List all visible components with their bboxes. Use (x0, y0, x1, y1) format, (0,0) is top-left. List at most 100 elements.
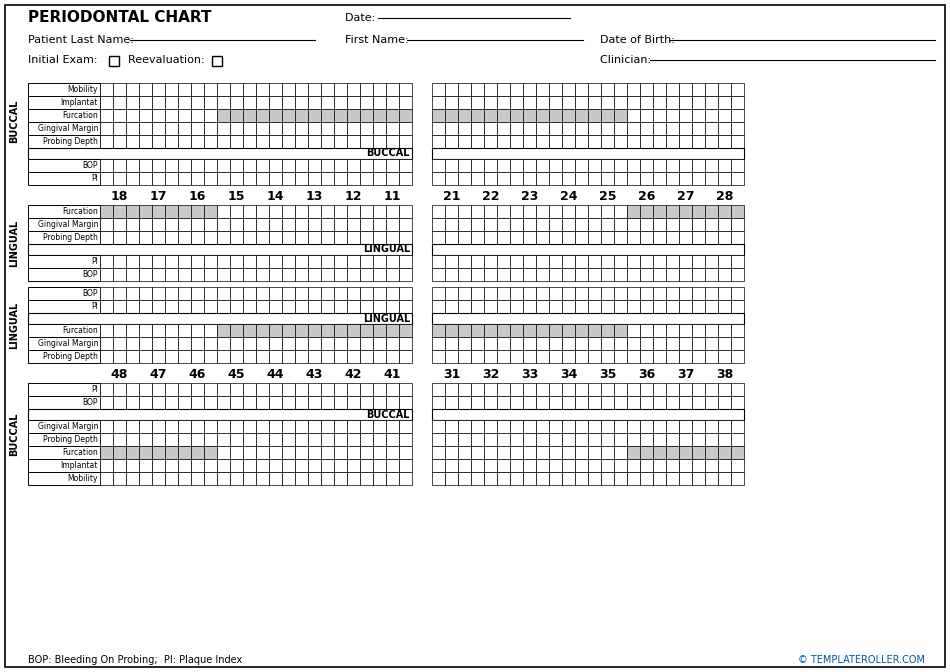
Text: © TEMPLATEROLLER.COM: © TEMPLATEROLLER.COM (798, 655, 925, 665)
Bar (217, 459, 230, 472)
Bar (113, 383, 126, 396)
Bar (445, 255, 458, 268)
Bar (321, 109, 334, 122)
Bar (256, 396, 269, 409)
Bar (471, 396, 484, 409)
Bar (731, 109, 744, 122)
Bar (360, 159, 373, 172)
Bar (536, 287, 549, 300)
Bar (334, 446, 347, 459)
Text: Gingival Margin: Gingival Margin (37, 124, 98, 133)
Bar (497, 205, 510, 218)
Bar (321, 420, 334, 433)
Bar (334, 96, 347, 109)
Bar (731, 459, 744, 472)
Bar (510, 172, 523, 185)
Bar (588, 83, 601, 96)
Bar (334, 135, 347, 148)
Bar (653, 446, 666, 459)
Text: Furcation: Furcation (63, 448, 98, 457)
Bar (484, 268, 497, 281)
Text: 12: 12 (345, 190, 362, 202)
Bar (100, 159, 113, 172)
Bar (445, 300, 458, 313)
Bar (510, 159, 523, 172)
Bar (575, 350, 588, 363)
Bar (627, 420, 640, 433)
Bar (243, 350, 256, 363)
Bar (204, 159, 217, 172)
Bar (627, 350, 640, 363)
Bar (484, 446, 497, 459)
Text: First Name:: First Name: (345, 35, 412, 45)
Bar (165, 446, 178, 459)
Bar (614, 268, 627, 281)
Bar (588, 218, 601, 231)
Bar (627, 159, 640, 172)
Bar (152, 420, 165, 433)
Bar (575, 337, 588, 350)
Bar (458, 324, 471, 337)
Bar (614, 300, 627, 313)
Text: Furcation: Furcation (63, 207, 98, 216)
Bar (484, 231, 497, 244)
Bar (334, 122, 347, 135)
Bar (601, 96, 614, 109)
Bar (217, 255, 230, 268)
Bar (445, 135, 458, 148)
Bar (679, 159, 692, 172)
Bar (614, 337, 627, 350)
Bar (601, 300, 614, 313)
Bar (126, 420, 139, 433)
Bar (653, 324, 666, 337)
Bar (549, 396, 562, 409)
Bar (165, 433, 178, 446)
Bar (523, 383, 536, 396)
Bar (295, 109, 308, 122)
Bar (718, 109, 731, 122)
Bar (484, 218, 497, 231)
Bar (679, 287, 692, 300)
Bar (295, 383, 308, 396)
Bar (484, 96, 497, 109)
Bar (536, 350, 549, 363)
Bar (705, 135, 718, 148)
Bar (497, 433, 510, 446)
Bar (588, 446, 601, 459)
Bar (666, 159, 679, 172)
Bar (165, 231, 178, 244)
Bar (549, 255, 562, 268)
Bar (432, 172, 445, 185)
Bar (653, 109, 666, 122)
Bar (386, 205, 399, 218)
Bar (373, 96, 386, 109)
Text: 15: 15 (228, 190, 245, 202)
Bar (282, 350, 295, 363)
Bar (178, 420, 191, 433)
Bar (666, 300, 679, 313)
Text: 46: 46 (189, 368, 206, 380)
Bar (666, 420, 679, 433)
Bar (562, 255, 575, 268)
Bar (588, 255, 601, 268)
Text: 45: 45 (228, 368, 245, 380)
Bar (731, 446, 744, 459)
Bar (399, 135, 412, 148)
Bar (640, 287, 653, 300)
Bar (614, 83, 627, 96)
Bar (386, 135, 399, 148)
Bar (562, 287, 575, 300)
Bar (614, 446, 627, 459)
Bar (523, 218, 536, 231)
Bar (614, 396, 627, 409)
Bar (334, 350, 347, 363)
Bar (230, 300, 243, 313)
Bar (640, 172, 653, 185)
Bar (432, 231, 445, 244)
Bar (295, 300, 308, 313)
Bar (718, 459, 731, 472)
Bar (536, 255, 549, 268)
Bar (126, 135, 139, 148)
Bar (471, 218, 484, 231)
Bar (386, 96, 399, 109)
